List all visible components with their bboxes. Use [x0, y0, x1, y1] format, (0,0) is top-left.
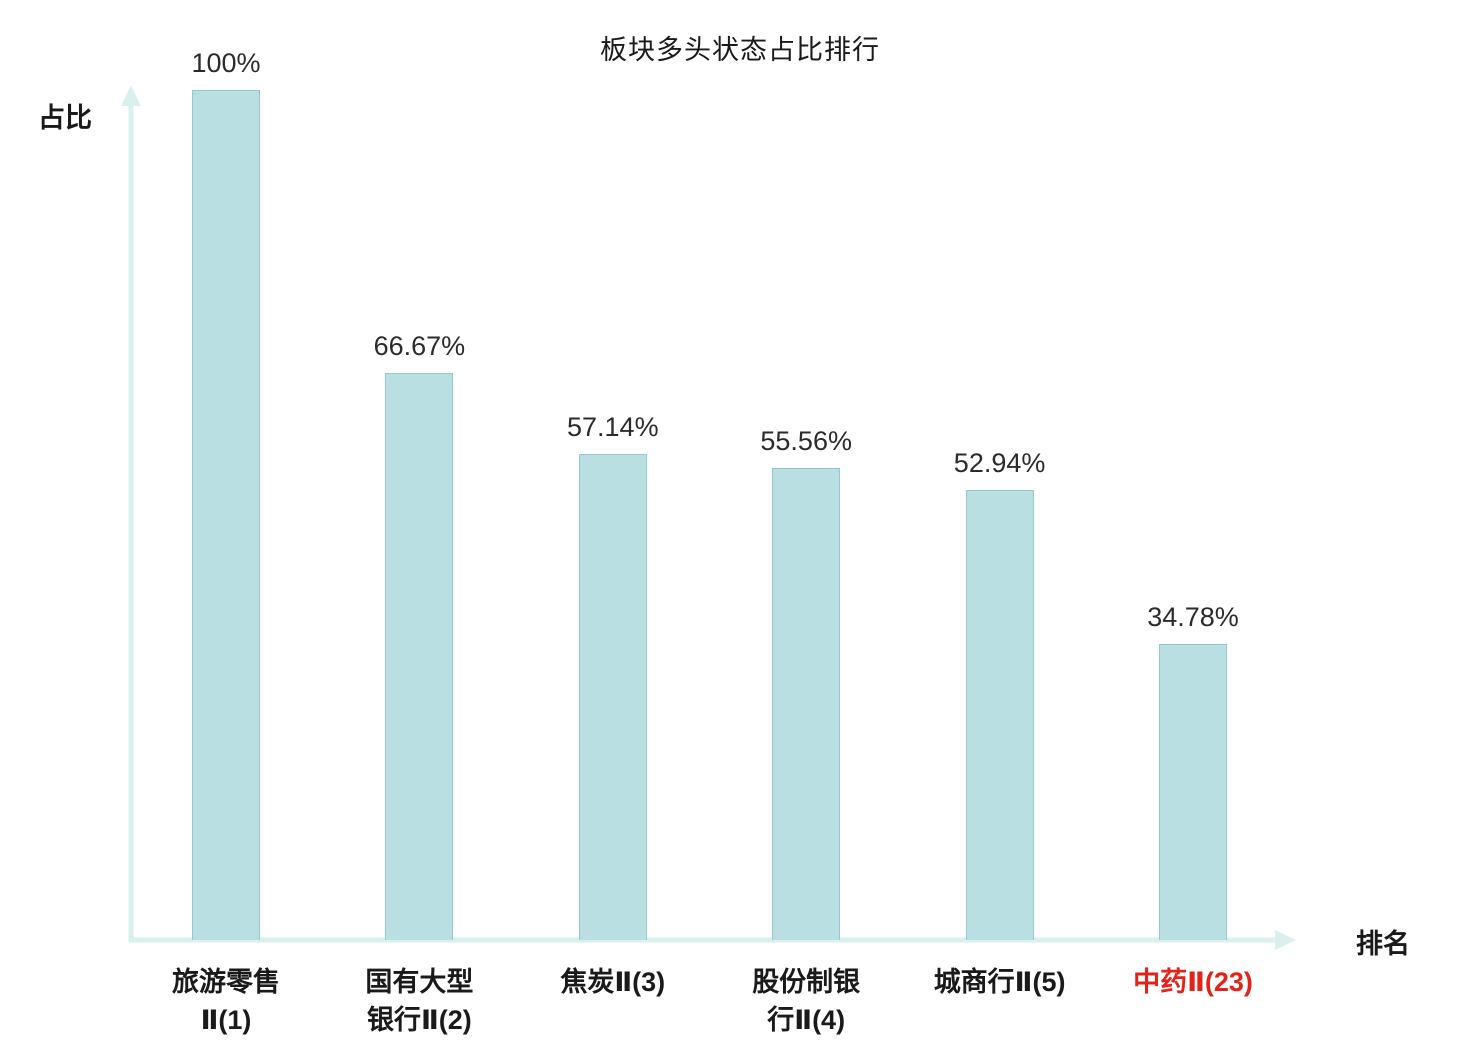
- bar: [578, 454, 647, 940]
- bar: [192, 90, 260, 940]
- category-label-line: 焦炭Ⅱ(3): [560, 967, 666, 997]
- bar: [1159, 644, 1227, 940]
- category-label: 国有大型银行Ⅱ(2): [289, 963, 549, 1039]
- bar-value-label: 55.56%: [760, 426, 852, 456]
- category-label-line: 行Ⅱ(4): [767, 1005, 846, 1035]
- y-axis-label: 占比: [38, 103, 92, 133]
- x-axis-arrow-icon: [1275, 930, 1296, 950]
- category-label-line: 银行Ⅱ(2): [366, 1005, 472, 1035]
- bar-value-label: 34.78%: [1147, 602, 1239, 632]
- x-axis-label: 排名: [1356, 929, 1410, 959]
- category-label: 旅游零售 Ⅱ(1): [96, 963, 356, 1039]
- category-label: 城商行Ⅱ(5): [870, 963, 1130, 1001]
- chart-title: 板块多头状态占比排行: [600, 35, 880, 65]
- category-label-line: 城商行Ⅱ(5): [933, 967, 1066, 997]
- bar: [772, 468, 841, 940]
- category-label-line: 旅游零售: [172, 967, 280, 997]
- bar: [385, 373, 454, 940]
- bar-value-label: 57.14%: [567, 412, 659, 442]
- bar: [965, 490, 1034, 940]
- bar-value-label: 66.67%: [373, 331, 466, 361]
- y-axis-arrow-icon: [121, 85, 141, 106]
- category-label-line: Ⅱ(1): [200, 1005, 252, 1035]
- category-label-line: 国有大型: [365, 967, 474, 997]
- bar-value-label: 52.94%: [953, 448, 1046, 478]
- category-label-line: 中药Ⅱ(23): [1133, 967, 1253, 997]
- category-label: 焦炭Ⅱ(3): [483, 963, 743, 1001]
- category-label: 中药Ⅱ(23): [1063, 963, 1323, 1001]
- category-label: 股份制银行Ⅱ(4): [676, 963, 936, 1039]
- category-label-line: 股份制银: [752, 967, 861, 997]
- bar-value-label: 100%: [191, 48, 261, 78]
